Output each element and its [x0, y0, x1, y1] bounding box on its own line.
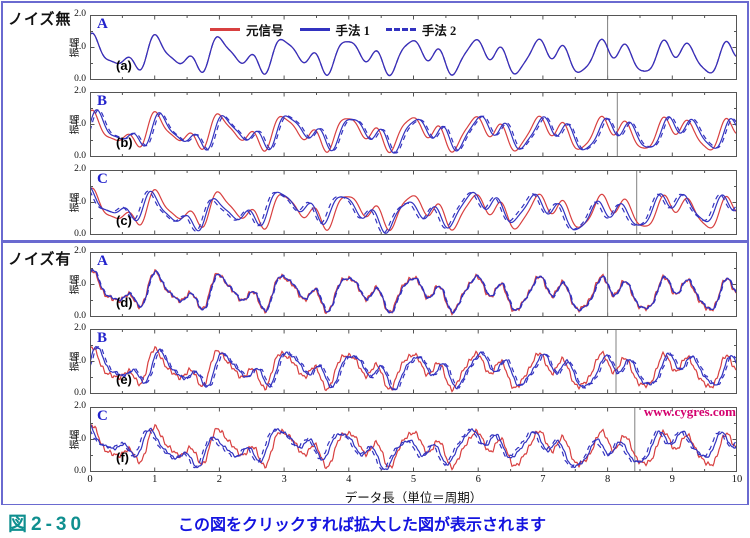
panel-d-plot: [90, 252, 737, 317]
x-tick-label: 5: [410, 474, 417, 485]
figure-number: 図2-30: [8, 514, 86, 535]
y-axis-label: 振幅: [70, 114, 81, 135]
y-tick-label: 0.0: [74, 229, 86, 239]
legend-label-method2: 手法 2: [421, 24, 457, 38]
y-axis-label: 振幅: [70, 37, 81, 58]
y-tick-label: 0.0: [74, 388, 86, 398]
y-axis-label: 振幅: [70, 429, 81, 450]
y-tick-label: 1.0: [74, 433, 86, 444]
y-axis-label: 振幅: [70, 192, 81, 213]
x-tick-label: 7: [540, 474, 546, 485]
original-signal-line-icon: [210, 28, 240, 31]
method1-curve: [90, 32, 737, 77]
y-tick-label: 1.0: [74, 355, 86, 366]
x-tick-label: 9: [669, 474, 675, 485]
x-axis-title: データ長（単位＝周期）: [344, 491, 483, 505]
original-signal-curve: [90, 109, 737, 154]
x-tick-label: 3: [281, 474, 287, 485]
legend-item-method2: 手法 2: [385, 20, 457, 39]
watermark: www.cygres.com: [643, 404, 736, 419]
y-tick-label: 1.0: [74, 41, 86, 52]
y-tick-label: 2.0: [74, 401, 86, 411]
panel-letter-b: B: [97, 93, 108, 109]
method1-curve: [90, 109, 737, 154]
method2-curve: [90, 345, 737, 391]
panel-letter-d: A: [97, 253, 108, 269]
x-tick-label: 0: [87, 474, 93, 485]
method1-curve: [90, 345, 737, 391]
method1-curve: [90, 424, 737, 471]
y-tick-label: 0.0: [74, 466, 86, 476]
y-tick-label: 2.0: [74, 86, 86, 96]
figure-caption-link[interactable]: この図をクリックすれば拡大した図が表示されます: [178, 517, 547, 534]
x-tick-label: 8: [604, 474, 611, 485]
panel-letter-e: B: [97, 330, 108, 346]
panel-c-plot: [90, 170, 737, 235]
waveform-figure-link[interactable]: ノイズ無 ノイズ有 元信号 手法 1 手法 2 A (a) 2.0 1.0 0.0 振幅 B…: [0, 0, 750, 506]
method1-line-icon: [299, 28, 330, 31]
legend-item-original: 元信号: [210, 20, 284, 39]
legend-label-original: 元信号: [246, 24, 284, 38]
section-label-with-noise: ノイズ有: [8, 252, 72, 268]
panel-letter-c: C: [97, 171, 108, 187]
y-tick-label: 2.0: [74, 246, 86, 256]
x-tick-label: 4: [346, 474, 352, 485]
y-tick-label: 0.0: [74, 311, 86, 321]
original-signal-curve: [90, 268, 737, 316]
panel-letter-a: A: [97, 16, 108, 32]
y-tick-label: 1.0: [74, 278, 86, 289]
method2-dashed-line-icon: [385, 28, 416, 31]
original-signal-curve: [90, 187, 737, 232]
original-signal-curve: [90, 345, 737, 393]
y-axis-label: 振幅: [70, 351, 81, 372]
panel-e-plot: [90, 329, 737, 394]
y-tick-label: 2.0: [74, 164, 86, 174]
x-tick-label: 2: [216, 474, 223, 485]
caption-bar: 図2-30 この図をクリックすれば拡大した図が表示されます: [0, 505, 750, 538]
method2-curve: [90, 109, 737, 154]
section-label-no-noise: ノイズ無: [8, 12, 72, 28]
panel-sublabel-a: (a): [116, 58, 132, 73]
method1-curve: [90, 186, 737, 234]
y-tick-label: 1.0: [74, 196, 86, 207]
method2-curve: [90, 427, 737, 471]
panel-sublabel-b: (b): [116, 135, 133, 150]
legend-item-method1: 手法 1: [299, 20, 370, 39]
panel-sublabel-c: (c): [116, 213, 132, 228]
method1-curve: [90, 268, 737, 315]
panel-letter-f: C: [97, 408, 108, 424]
y-tick-label: 1.0: [74, 118, 86, 129]
method2-curve: [90, 190, 737, 234]
panel-sublabel-e: (e): [116, 372, 132, 387]
original-signal-curve: [90, 423, 737, 471]
y-tick-label: 0.0: [74, 74, 86, 84]
x-tick-label: 1: [152, 474, 158, 485]
y-tick-label: 0.0: [74, 151, 86, 161]
y-tick-label: 2.0: [74, 9, 86, 19]
x-tick-label: 10: [731, 474, 743, 485]
legend: 元信号 手法 1 手法 2: [210, 20, 456, 39]
y-tick-label: 2.0: [74, 323, 86, 333]
legend-label-method1: 手法 1: [335, 24, 370, 38]
x-tick-label: 6: [475, 474, 481, 485]
panel-a-plot: [90, 15, 737, 80]
y-axis-label: 振幅: [70, 274, 81, 295]
panel-b-plot: [90, 92, 737, 157]
panel-sublabel-f: (f): [116, 450, 129, 465]
panel-sublabel-d: (d): [116, 295, 133, 310]
panel-f-plot: [90, 407, 737, 472]
